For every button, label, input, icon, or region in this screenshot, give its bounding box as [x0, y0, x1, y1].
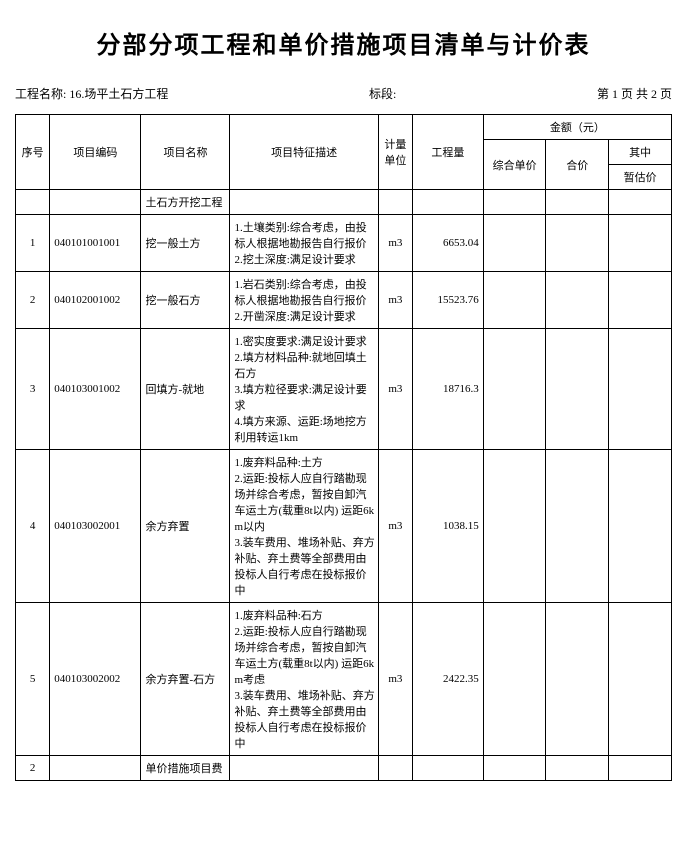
section-label: 标段:	[369, 85, 396, 102]
cell-name: 土石方开挖工程	[141, 190, 230, 215]
table-row: 2040102001002挖一般石方1.岩石类别:综合考虑，由投标人根据地勘报告…	[16, 272, 672, 329]
cell-qty: 15523.76	[413, 272, 484, 329]
page-title: 分部分项工程和单价措施项目清单与计价表	[15, 25, 672, 60]
cell-seq	[16, 190, 50, 215]
table-row: 3040103001002回填方-就地1.密实度要求:满足设计要求 2.填方材料…	[16, 329, 672, 450]
cell-unit-price	[483, 190, 546, 215]
cell-total	[546, 272, 609, 329]
cell-estimate	[609, 756, 672, 781]
cell-code	[50, 190, 141, 215]
cell-name: 挖一般石方	[141, 272, 230, 329]
th-desc: 项目特征描述	[230, 115, 378, 190]
cell-estimate	[609, 215, 672, 272]
cell-unit-price	[483, 272, 546, 329]
th-estimate: 暂估价	[609, 165, 672, 190]
cell-total	[546, 215, 609, 272]
cell-total	[546, 756, 609, 781]
cell-estimate	[609, 450, 672, 603]
cell-unit: m3	[378, 215, 412, 272]
table-row: 4040103002001余方弃置1.废弃料品种:土方 2.运距:投标人应自行踏…	[16, 450, 672, 603]
cell-code: 040103002001	[50, 450, 141, 603]
cell-name: 余方弃置	[141, 450, 230, 603]
table-row: 1040101001001挖一般土方1.土壤类别:综合考虑，由投标人根据地勘报告…	[16, 215, 672, 272]
cell-seq: 2	[16, 756, 50, 781]
cell-unit-price	[483, 756, 546, 781]
cell-qty: 2422.35	[413, 603, 484, 756]
cell-estimate	[609, 603, 672, 756]
cell-desc	[230, 190, 378, 215]
cell-name: 单价措施项目费	[141, 756, 230, 781]
table-row: 5040103002002余方弃置-石方1.废弃料品种:石方 2.运距:投标人应…	[16, 603, 672, 756]
th-sub-group: 其中	[609, 140, 672, 165]
cell-code	[50, 756, 141, 781]
cell-total	[546, 190, 609, 215]
cell-unit: m3	[378, 450, 412, 603]
th-total: 合价	[546, 140, 609, 190]
cell-seq: 1	[16, 215, 50, 272]
cell-qty: 6653.04	[413, 215, 484, 272]
cell-total	[546, 450, 609, 603]
th-unit-price: 综合单价	[483, 140, 546, 190]
cell-unit-price	[483, 603, 546, 756]
th-seq: 序号	[16, 115, 50, 190]
cell-seq: 5	[16, 603, 50, 756]
cell-qty	[413, 190, 484, 215]
cell-unit: m3	[378, 329, 412, 450]
cell-total	[546, 329, 609, 450]
cell-code: 040102001002	[50, 272, 141, 329]
project-label: 工程名称: 16.场平土石方工程	[15, 85, 168, 102]
cell-code: 040103002002	[50, 603, 141, 756]
cell-seq: 3	[16, 329, 50, 450]
cell-desc: 1.废弃料品种:石方 2.运距:投标人应自行踏勘现场并综合考虑，暂按自卸汽车运土…	[230, 603, 378, 756]
cell-code: 040101001001	[50, 215, 141, 272]
cell-unit-price	[483, 450, 546, 603]
cell-total	[546, 603, 609, 756]
cell-qty: 18716.3	[413, 329, 484, 450]
cell-unit-price	[483, 329, 546, 450]
cell-desc: 1.密实度要求:满足设计要求 2.填方材料品种:就地回填土石方 3.填方粒径要求…	[230, 329, 378, 450]
th-amount-group: 金额（元）	[483, 115, 671, 140]
page-info: 第 1 页 共 2 页	[597, 85, 672, 102]
th-name: 项目名称	[141, 115, 230, 190]
cell-estimate	[609, 190, 672, 215]
cell-unit	[378, 756, 412, 781]
cell-desc: 1.土壤类别:综合考虑，由投标人根据地勘报告自行报价 2.挖土深度:满足设计要求	[230, 215, 378, 272]
cell-seq: 2	[16, 272, 50, 329]
cell-seq: 4	[16, 450, 50, 603]
cell-estimate	[609, 272, 672, 329]
cell-name: 回填方-就地	[141, 329, 230, 450]
cell-qty: 1038.15	[413, 450, 484, 603]
cell-name: 挖一般土方	[141, 215, 230, 272]
cell-desc	[230, 756, 378, 781]
th-unit: 计量单位	[378, 115, 412, 190]
cell-estimate	[609, 329, 672, 450]
table-row: 土石方开挖工程	[16, 190, 672, 215]
cell-unit-price	[483, 215, 546, 272]
boq-table: 序号 项目编码 项目名称 项目特征描述 计量单位 工程量 金额（元） 综合单价 …	[15, 114, 672, 781]
cell-qty	[413, 756, 484, 781]
th-qty: 工程量	[413, 115, 484, 190]
th-code: 项目编码	[50, 115, 141, 190]
cell-desc: 1.废弃料品种:土方 2.运距:投标人应自行踏勘现场并综合考虑，暂按自卸汽车运土…	[230, 450, 378, 603]
cell-name: 余方弃置-石方	[141, 603, 230, 756]
meta-row: 工程名称: 16.场平土石方工程 标段: 第 1 页 共 2 页	[15, 85, 672, 102]
cell-code: 040103001002	[50, 329, 141, 450]
cell-unit: m3	[378, 272, 412, 329]
cell-unit	[378, 190, 412, 215]
cell-desc: 1.岩石类别:综合考虑，由投标人根据地勘报告自行报价 2.开凿深度:满足设计要求	[230, 272, 378, 329]
table-row: 2 单价措施项目费	[16, 756, 672, 781]
cell-unit: m3	[378, 603, 412, 756]
